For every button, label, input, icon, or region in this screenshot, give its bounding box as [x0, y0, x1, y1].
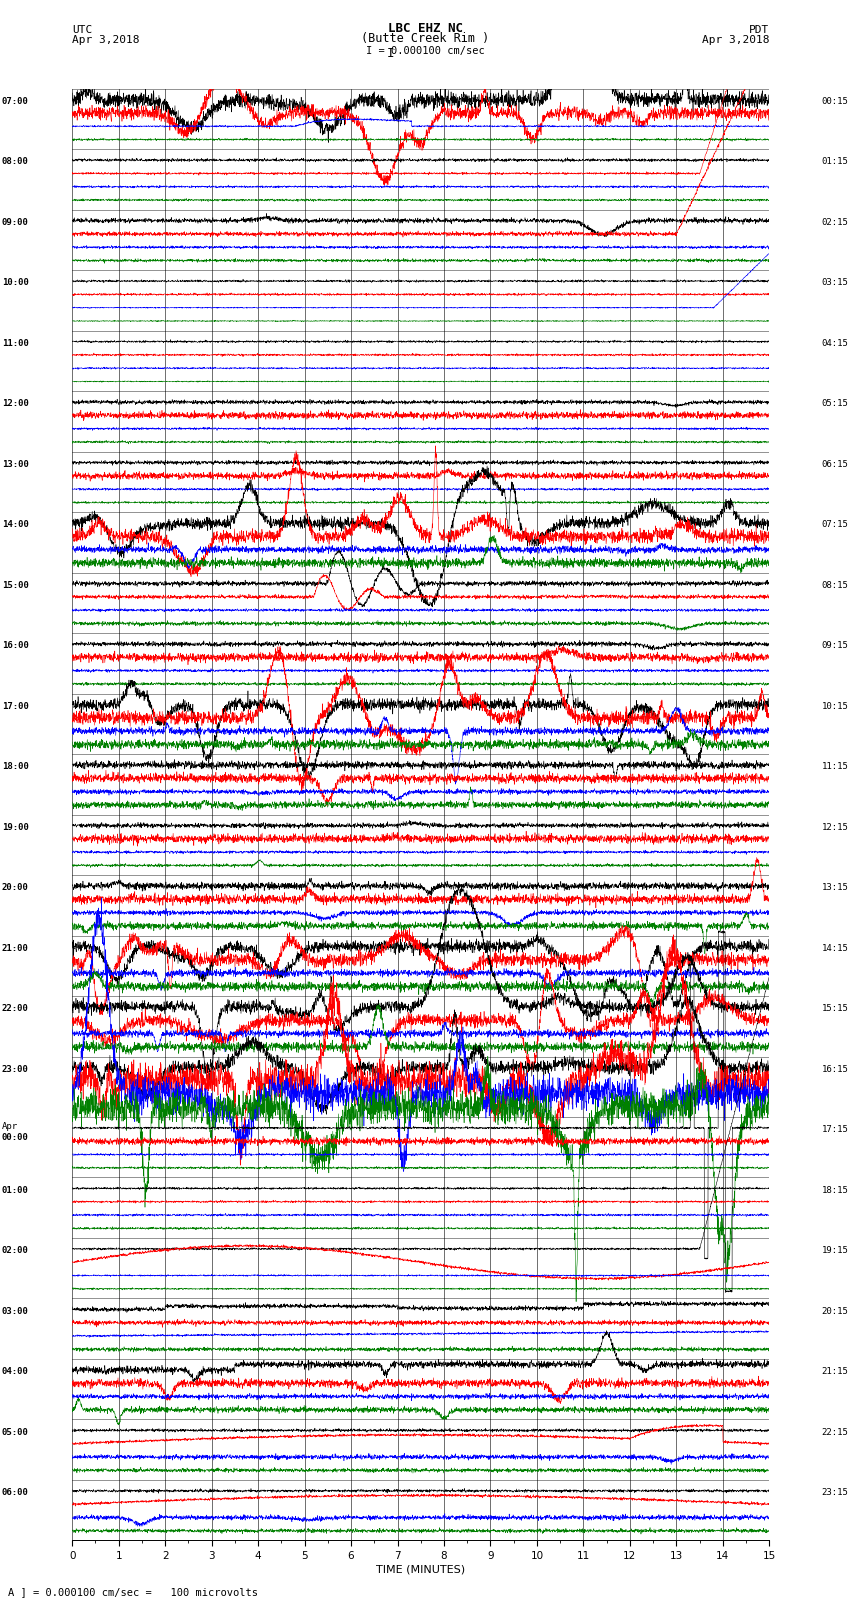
Text: I: I	[388, 47, 394, 60]
Text: 19:15: 19:15	[821, 1245, 848, 1255]
Text: 10:00: 10:00	[2, 279, 29, 287]
Text: 14:00: 14:00	[2, 521, 29, 529]
Text: 20:15: 20:15	[821, 1307, 848, 1316]
Text: 17:15: 17:15	[821, 1126, 848, 1134]
Text: 02:15: 02:15	[821, 218, 848, 227]
Text: 11:00: 11:00	[2, 339, 29, 348]
X-axis label: TIME (MINUTES): TIME (MINUTES)	[377, 1565, 465, 1574]
Text: 16:15: 16:15	[821, 1065, 848, 1074]
Text: 03:00: 03:00	[2, 1307, 29, 1316]
Text: 19:00: 19:00	[2, 823, 29, 832]
Text: 08:15: 08:15	[821, 581, 848, 590]
Text: 20:00: 20:00	[2, 884, 29, 892]
Text: 01:15: 01:15	[821, 158, 848, 166]
Text: 06:00: 06:00	[2, 1487, 29, 1497]
Text: 12:15: 12:15	[821, 823, 848, 832]
Text: 05:00: 05:00	[2, 1428, 29, 1437]
Text: 21:00: 21:00	[2, 944, 29, 953]
Text: Apr: Apr	[2, 1123, 18, 1131]
Text: 08:00: 08:00	[2, 158, 29, 166]
Text: 13:15: 13:15	[821, 884, 848, 892]
Text: 11:15: 11:15	[821, 763, 848, 771]
Text: 23:00: 23:00	[2, 1065, 29, 1074]
Text: Apr 3,2018: Apr 3,2018	[702, 35, 769, 45]
Text: 06:15: 06:15	[821, 460, 848, 469]
Text: 21:15: 21:15	[821, 1368, 848, 1376]
Text: 18:00: 18:00	[2, 763, 29, 771]
Text: 18:15: 18:15	[821, 1186, 848, 1195]
Text: 15:00: 15:00	[2, 581, 29, 590]
Text: 04:00: 04:00	[2, 1368, 29, 1376]
Text: 22:00: 22:00	[2, 1003, 29, 1013]
Text: 00:15: 00:15	[821, 97, 848, 106]
Text: 10:15: 10:15	[821, 702, 848, 711]
Text: 01:00: 01:00	[2, 1186, 29, 1195]
Text: LBC EHZ NC: LBC EHZ NC	[388, 21, 462, 35]
Text: 05:15: 05:15	[821, 400, 848, 408]
Text: (Butte Creek Rim ): (Butte Creek Rim )	[361, 32, 489, 45]
Text: 09:00: 09:00	[2, 218, 29, 227]
Text: 07:00: 07:00	[2, 97, 29, 106]
Text: 07:15: 07:15	[821, 521, 848, 529]
Text: 00:00: 00:00	[2, 1132, 29, 1142]
Text: 14:15: 14:15	[821, 944, 848, 953]
Text: 22:15: 22:15	[821, 1428, 848, 1437]
Text: 04:15: 04:15	[821, 339, 848, 348]
Text: 13:00: 13:00	[2, 460, 29, 469]
Text: 02:00: 02:00	[2, 1245, 29, 1255]
Text: 09:15: 09:15	[821, 640, 848, 650]
Text: Apr 3,2018: Apr 3,2018	[72, 35, 139, 45]
Text: PDT: PDT	[749, 24, 769, 35]
Text: A ] = 0.000100 cm/sec =   100 microvolts: A ] = 0.000100 cm/sec = 100 microvolts	[8, 1587, 258, 1597]
Text: 12:00: 12:00	[2, 400, 29, 408]
Text: I = 0.000100 cm/sec: I = 0.000100 cm/sec	[366, 47, 484, 56]
Text: UTC: UTC	[72, 24, 93, 35]
Text: 03:15: 03:15	[821, 279, 848, 287]
Text: 15:15: 15:15	[821, 1003, 848, 1013]
Text: 23:15: 23:15	[821, 1487, 848, 1497]
Text: 16:00: 16:00	[2, 640, 29, 650]
Text: 17:00: 17:00	[2, 702, 29, 711]
